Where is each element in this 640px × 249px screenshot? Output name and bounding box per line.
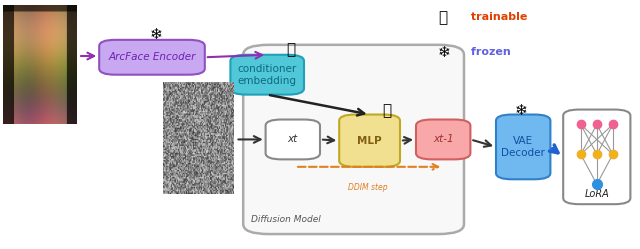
Text: MLP: MLP	[357, 136, 382, 146]
Text: ArcFace Encoder: ArcFace Encoder	[108, 52, 196, 62]
Text: ❄️: ❄️	[150, 27, 163, 42]
FancyBboxPatch shape	[339, 115, 400, 167]
Text: VAE
Decoder: VAE Decoder	[501, 136, 545, 158]
Text: LoRA: LoRA	[584, 189, 609, 199]
FancyBboxPatch shape	[266, 120, 320, 159]
Text: xt-1: xt-1	[433, 134, 454, 144]
Text: xt: xt	[287, 134, 298, 144]
Text: Diffusion Model: Diffusion Model	[251, 215, 321, 224]
Text: frozen: frozen	[467, 47, 511, 57]
FancyBboxPatch shape	[243, 45, 464, 234]
Text: DDIM step: DDIM step	[348, 184, 388, 192]
FancyBboxPatch shape	[230, 55, 304, 95]
Text: 🔥: 🔥	[438, 10, 447, 25]
FancyBboxPatch shape	[563, 110, 630, 204]
FancyBboxPatch shape	[99, 40, 205, 75]
Text: 🔥: 🔥	[383, 103, 392, 118]
Text: trainable: trainable	[467, 12, 527, 22]
Text: ❄️: ❄️	[438, 45, 451, 60]
FancyBboxPatch shape	[496, 115, 550, 179]
Text: conditioner
embedding: conditioner embedding	[237, 64, 297, 85]
Text: ❄️: ❄️	[515, 103, 528, 118]
Text: 🔥: 🔥	[287, 42, 296, 57]
FancyBboxPatch shape	[416, 120, 470, 159]
